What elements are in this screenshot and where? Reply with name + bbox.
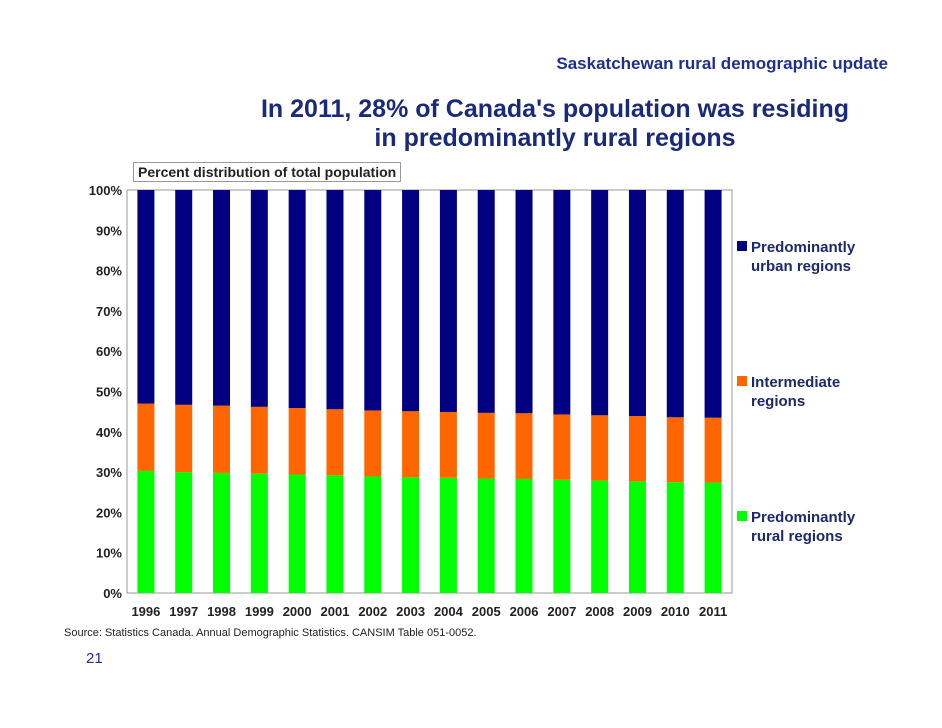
bar-segment-urban	[704, 190, 722, 418]
bar-segment-urban	[666, 190, 684, 418]
bar-segment-urban	[326, 190, 344, 410]
y-tick-label: 50%	[96, 385, 122, 400]
bar-segment-intermediate	[175, 404, 193, 473]
bar-segment-rural	[591, 480, 609, 593]
bar-segment-urban	[250, 190, 268, 407]
bar-segment-intermediate	[477, 412, 495, 479]
bar-segment-urban	[628, 190, 646, 417]
x-tick-label: 2009	[623, 604, 652, 619]
bar-segment-urban	[515, 190, 533, 414]
bar-segment-urban	[213, 190, 231, 406]
legend-item-intermediate: Intermediate regions	[737, 373, 840, 411]
bar-segment-rural	[553, 479, 571, 593]
bar-segment-intermediate	[666, 417, 684, 483]
bar-segment-rural	[250, 473, 268, 593]
bar-segment-urban	[553, 190, 571, 415]
bar-segment-intermediate	[402, 411, 420, 478]
bar-segment-urban	[591, 190, 609, 416]
bar-segment-rural	[402, 477, 420, 593]
x-tick-label: 2001	[321, 604, 350, 619]
x-tick-label: 2003	[396, 604, 425, 619]
bar-segment-intermediate	[515, 413, 533, 479]
source-note: Source: Statistics Canada. Annual Demogr…	[64, 627, 477, 639]
bar-segment-rural	[628, 481, 646, 593]
y-tick-label: 0%	[103, 586, 122, 601]
bar-segment-rural	[666, 482, 684, 593]
bar-segment-rural	[288, 474, 306, 593]
chart-title: Percent distribution of total population	[133, 162, 402, 182]
legend-swatch-rural	[737, 511, 747, 521]
title-line-2: in predominantly rural regions	[374, 124, 736, 152]
bar-segment-urban	[288, 190, 306, 409]
legend-swatch-intermediate	[737, 376, 747, 386]
title-line-1: In 2011, 28% of Canada's population was …	[260, 95, 850, 123]
x-tick-label: 1997	[169, 604, 198, 619]
bar-segment-intermediate	[591, 415, 609, 481]
bar-segment-intermediate	[628, 416, 646, 482]
y-tick-label: 20%	[96, 505, 122, 520]
bar-segment-intermediate	[137, 403, 155, 471]
bar-segment-urban	[137, 190, 155, 404]
bar-segment-intermediate	[250, 406, 268, 474]
x-tick-label: 2002	[358, 604, 387, 619]
bar-segment-rural	[477, 478, 495, 593]
y-tick-label: 70%	[96, 304, 122, 319]
y-tick-label: 80%	[96, 264, 122, 279]
y-tick-label: 100%	[89, 183, 123, 198]
y-tick-label: 30%	[96, 465, 122, 480]
x-tick-label: 2008	[585, 604, 614, 619]
bar-segment-intermediate	[704, 417, 722, 483]
bar-segment-intermediate	[326, 409, 344, 476]
bar-segment-intermediate	[213, 405, 231, 473]
x-tick-label: 2005	[472, 604, 501, 619]
legend-label-urban: Predominantly urban regions	[751, 239, 856, 275]
y-tick-label: 90%	[96, 223, 122, 238]
x-tick-label: 2007	[547, 604, 576, 619]
bar-segment-intermediate	[364, 410, 382, 477]
x-tick-label: 2000	[283, 604, 312, 619]
bar-segment-rural	[515, 478, 533, 593]
x-tick-label: 1998	[207, 604, 236, 619]
y-tick-label: 60%	[96, 344, 122, 359]
bar-segment-rural	[364, 476, 382, 593]
bar-segment-urban	[477, 190, 495, 413]
slide-header: Saskatchewan rural demographic update	[556, 54, 888, 73]
bar-segment-rural	[213, 472, 231, 593]
x-tick-label: 2006	[510, 604, 539, 619]
legend-label-intermediate: Intermediate regions	[751, 374, 841, 410]
slide-title: In 2011, 28% of Canada's population was …	[205, 95, 905, 153]
x-tick-label: 1999	[245, 604, 274, 619]
bar-segment-intermediate	[553, 414, 571, 480]
bar-segment-urban	[439, 190, 457, 413]
legend-item-rural: Predominantly rural regions	[737, 508, 855, 546]
bar-segment-rural	[439, 477, 457, 593]
y-tick-label: 40%	[96, 425, 122, 440]
x-tick-label: 2004	[434, 604, 464, 619]
page-number: 21	[86, 650, 103, 667]
x-tick-label: 2011	[699, 604, 727, 619]
bar-segment-rural	[326, 475, 344, 593]
bar-segment-rural	[704, 482, 722, 593]
bar-segment-intermediate	[288, 408, 306, 475]
y-tick-label: 10%	[96, 546, 122, 561]
legend-item-urban: Predominantly urban regions	[737, 238, 855, 276]
legend-swatch-urban	[737, 241, 747, 251]
bar-segment-rural	[175, 472, 193, 593]
bar-segment-intermediate	[439, 412, 457, 478]
x-tick-label: 2010	[661, 604, 690, 619]
bar-segment-urban	[175, 190, 193, 405]
legend-label-rural: Predominantly rural regions	[751, 509, 856, 545]
bar-segment-urban	[402, 190, 420, 412]
bar-segment-rural	[137, 470, 155, 593]
x-tick-label: 1996	[131, 604, 160, 619]
bar-segment-urban	[364, 190, 382, 411]
